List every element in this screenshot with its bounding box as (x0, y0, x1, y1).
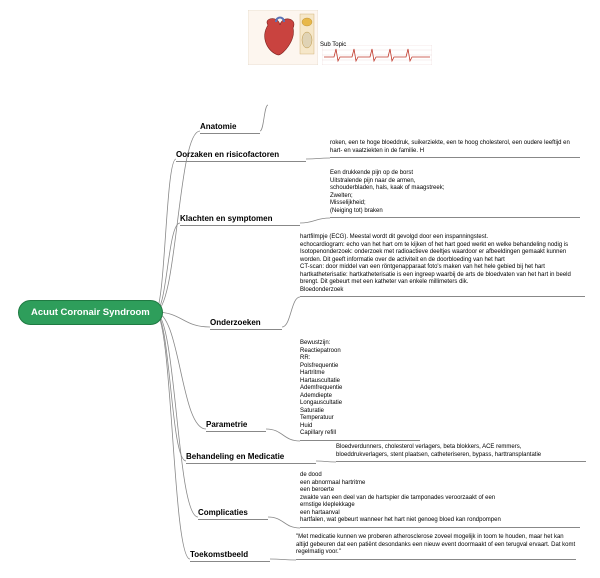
branch-label: Klachten en symptomen (180, 214, 272, 223)
ecg-icon (322, 45, 432, 65)
branch-label: Complicaties (198, 508, 248, 517)
detail-parametrie: Bewustzijn: Reactiepatroon RR: Polsfrequ… (300, 340, 420, 441)
branch-label: Anatomie (200, 122, 236, 131)
detail-toekomst: "Met medicatie kunnen we proberen athero… (296, 534, 576, 560)
detail-complicaties: de dood een abnormaal hartritme een bero… (300, 472, 580, 528)
branch-complicaties[interactable]: Complicaties (198, 506, 268, 520)
detail-klachten: Een drukkende pijn op de borst Uitstrale… (330, 170, 580, 218)
branch-label: Oorzaken en risicofactoren (176, 150, 279, 159)
branch-toekomst[interactable]: Toekomstbeeld (190, 548, 270, 562)
anatomy-image (248, 10, 432, 70)
branch-label: Parametrie (206, 420, 247, 429)
detail-behandeling: Bloedverdunners, cholesterol verlagers, … (336, 444, 586, 462)
branch-onderzoeken[interactable]: Onderzoeken (210, 316, 282, 330)
detail-oorzaken: roken, een te hoge bloeddruk, suikerziek… (330, 140, 580, 158)
branch-oorzaken[interactable]: Oorzaken en risicofactoren (176, 148, 306, 162)
branch-parametrie[interactable]: Parametrie (206, 418, 266, 432)
root-label: Acuut Coronair Syndroom (31, 307, 150, 318)
branch-label: Behandeling en Medicatie (186, 452, 284, 461)
detail-onderzoeken: hartfilmpje (ECG). Meestal wordt dit gev… (300, 234, 585, 297)
branch-anatomie[interactable]: Anatomie (200, 120, 260, 134)
root-node[interactable]: Acuut Coronair Syndroom (18, 300, 163, 325)
branch-label: Onderzoeken (210, 318, 261, 327)
branch-behandeling[interactable]: Behandeling en Medicatie (186, 450, 316, 464)
branch-label: Toekomstbeeld (190, 550, 248, 559)
branch-klachten[interactable]: Klachten en symptomen (180, 212, 300, 226)
subtopic-label: Sub Topic (320, 42, 346, 48)
heart-illustration-icon (248, 10, 318, 65)
